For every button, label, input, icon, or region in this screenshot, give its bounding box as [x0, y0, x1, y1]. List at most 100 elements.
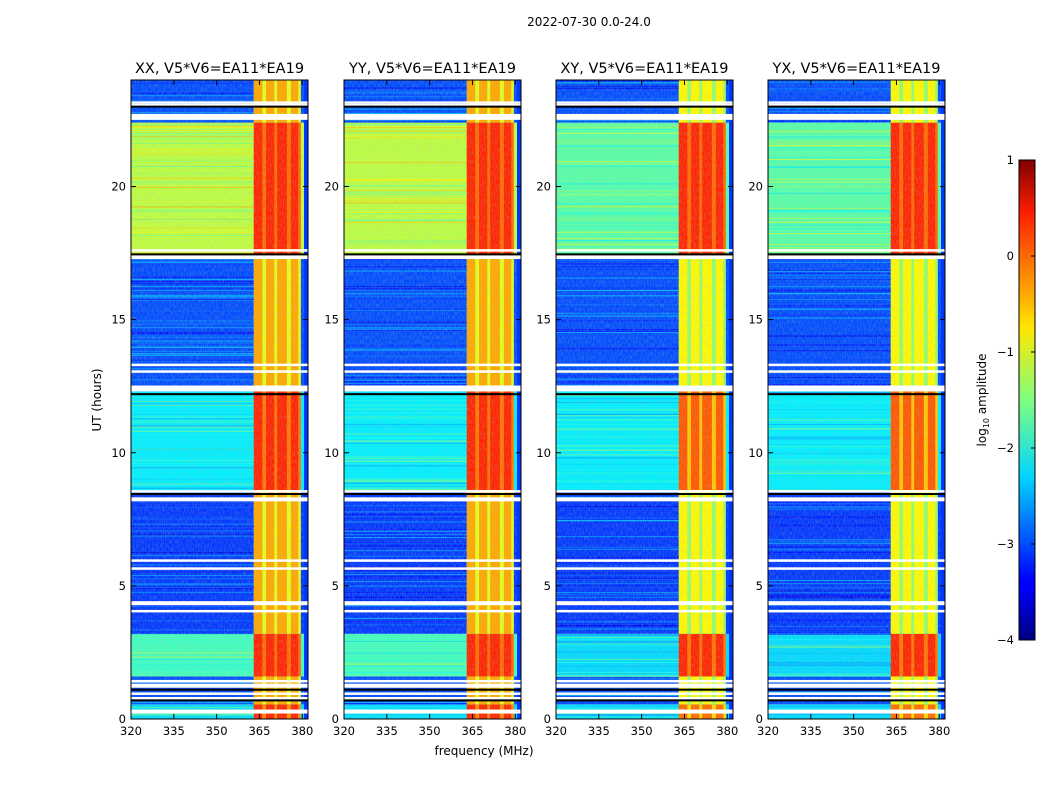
flagged-row: [556, 385, 733, 390]
flagged-row: [344, 692, 521, 695]
panel-title: YY, V5*V6=EA11*EA19: [348, 61, 516, 77]
flagged-row: [556, 104, 733, 107]
x-tick-label: 380: [291, 724, 313, 738]
flagged-row: [556, 497, 733, 502]
colorbar-label-prefix: log: [975, 428, 989, 446]
colorbar-tick-label: −4: [997, 633, 1014, 647]
y-tick-label: 15: [536, 313, 551, 327]
panel-frame: [555, 79, 734, 720]
flagged-row: [768, 363, 945, 367]
flagged-row: [768, 609, 945, 613]
y-tick-label: 10: [536, 446, 551, 460]
flagged-row: [344, 117, 521, 120]
flagged-row: [556, 696, 733, 700]
flagged-row: [556, 370, 733, 373]
x-tick-label: 335: [163, 724, 185, 738]
flagged-edge: [131, 493, 308, 496]
y-tick-label: 0: [332, 712, 339, 726]
heatmap-image: [131, 80, 308, 719]
y-tick-label: 5: [119, 579, 126, 593]
panel: YX, V5*V6=EA11*EA19 320 335 350 365 380 0 5 10 15…: [748, 61, 950, 738]
heatmap-image: [344, 80, 521, 719]
flagged-row: [556, 692, 733, 695]
x-tick-label: 365: [248, 724, 270, 738]
flagged-row: [131, 101, 308, 104]
y-tick-label: 20: [324, 180, 339, 194]
edge-channels: [304, 80, 308, 719]
flagged-row: [131, 609, 308, 613]
y-tick-label: 0: [119, 712, 126, 726]
edge-channels: [941, 80, 945, 719]
flagged-row: [556, 249, 733, 252]
flagged-row: [131, 255, 308, 260]
x-tick-label: 365: [461, 724, 483, 738]
x-axis-label: frequency (MHz): [434, 744, 533, 758]
flagged-row: [344, 255, 521, 260]
flagged-row: [768, 104, 945, 107]
flagged-row: [344, 559, 521, 562]
flagged-row: [556, 388, 733, 392]
colorbar-tick-label: −3: [997, 537, 1014, 551]
colorbar-tick-label: −2: [997, 441, 1014, 455]
x-tick-label: 380: [504, 724, 526, 738]
flagged-row: [768, 388, 945, 392]
colorbar-label-subscript: 10: [982, 418, 991, 428]
flagged-edge: [131, 105, 308, 108]
y-tick-label: 10: [748, 446, 763, 460]
flagged-edge: [344, 253, 521, 256]
flagged-row: [768, 249, 945, 252]
flagged-edge: [556, 699, 733, 702]
colorbar-tick-label: −1: [997, 345, 1014, 359]
flagged-row: [344, 567, 521, 570]
flagged-row: [556, 490, 733, 493]
x-tick-label: 365: [673, 724, 695, 738]
flagged-row: [344, 101, 521, 104]
flagged-edge: [344, 393, 521, 396]
flagged-row: [131, 679, 308, 683]
flagged-row: [768, 709, 945, 714]
y-tick-label: 5: [544, 579, 551, 593]
x-tick-label: 335: [800, 724, 822, 738]
y-tick-label: 0: [756, 712, 763, 726]
y-tick-label: 15: [748, 313, 763, 327]
flagged-row: [344, 370, 521, 373]
y-tick-label: 5: [332, 579, 339, 593]
flagged-row: [768, 370, 945, 373]
flagged-row: [768, 696, 945, 700]
flagged-edge: [131, 699, 308, 702]
panel-title: XY, V5*V6=EA11*EA19: [560, 61, 728, 77]
panel-title: XX, V5*V6=EA11*EA19: [135, 61, 304, 77]
flagged-edge: [131, 253, 308, 256]
x-tick-label: 335: [376, 724, 398, 738]
speckle-overlay: [344, 80, 521, 719]
y-tick-label: 20: [111, 180, 126, 194]
flagged-row: [131, 692, 308, 695]
flagged-row: [131, 117, 308, 120]
flagged-row: [131, 497, 308, 502]
flagged-row: [344, 609, 521, 613]
flagged-row: [556, 559, 733, 562]
flagged-edge: [768, 493, 945, 496]
x-tick-label: 380: [928, 724, 950, 738]
panel-frame: [130, 79, 309, 720]
flagged-row: [131, 249, 308, 252]
y-tick-label: 10: [324, 446, 339, 460]
flagged-row: [344, 385, 521, 390]
flagged-edge: [768, 688, 945, 691]
speckle-overlay: [768, 80, 945, 719]
flagged-edge: [131, 688, 308, 691]
flagged-row: [768, 113, 945, 118]
colorbar-gradient: [1018, 159, 1036, 641]
flagged-row: [556, 117, 733, 120]
flagged-row: [344, 601, 521, 606]
y-tick-label: 5: [756, 579, 763, 593]
flagged-row: [556, 609, 733, 613]
y-tick-label: 15: [111, 313, 126, 327]
flagged-row: [768, 567, 945, 570]
panel: XY, V5*V6=EA11*EA19 320 335 350 365 380 0 5 10 15…: [536, 61, 738, 738]
x-tick-label: 320: [757, 724, 779, 738]
flagged-row: [768, 497, 945, 502]
flagged-row: [768, 601, 945, 606]
flagged-row: [131, 113, 308, 118]
